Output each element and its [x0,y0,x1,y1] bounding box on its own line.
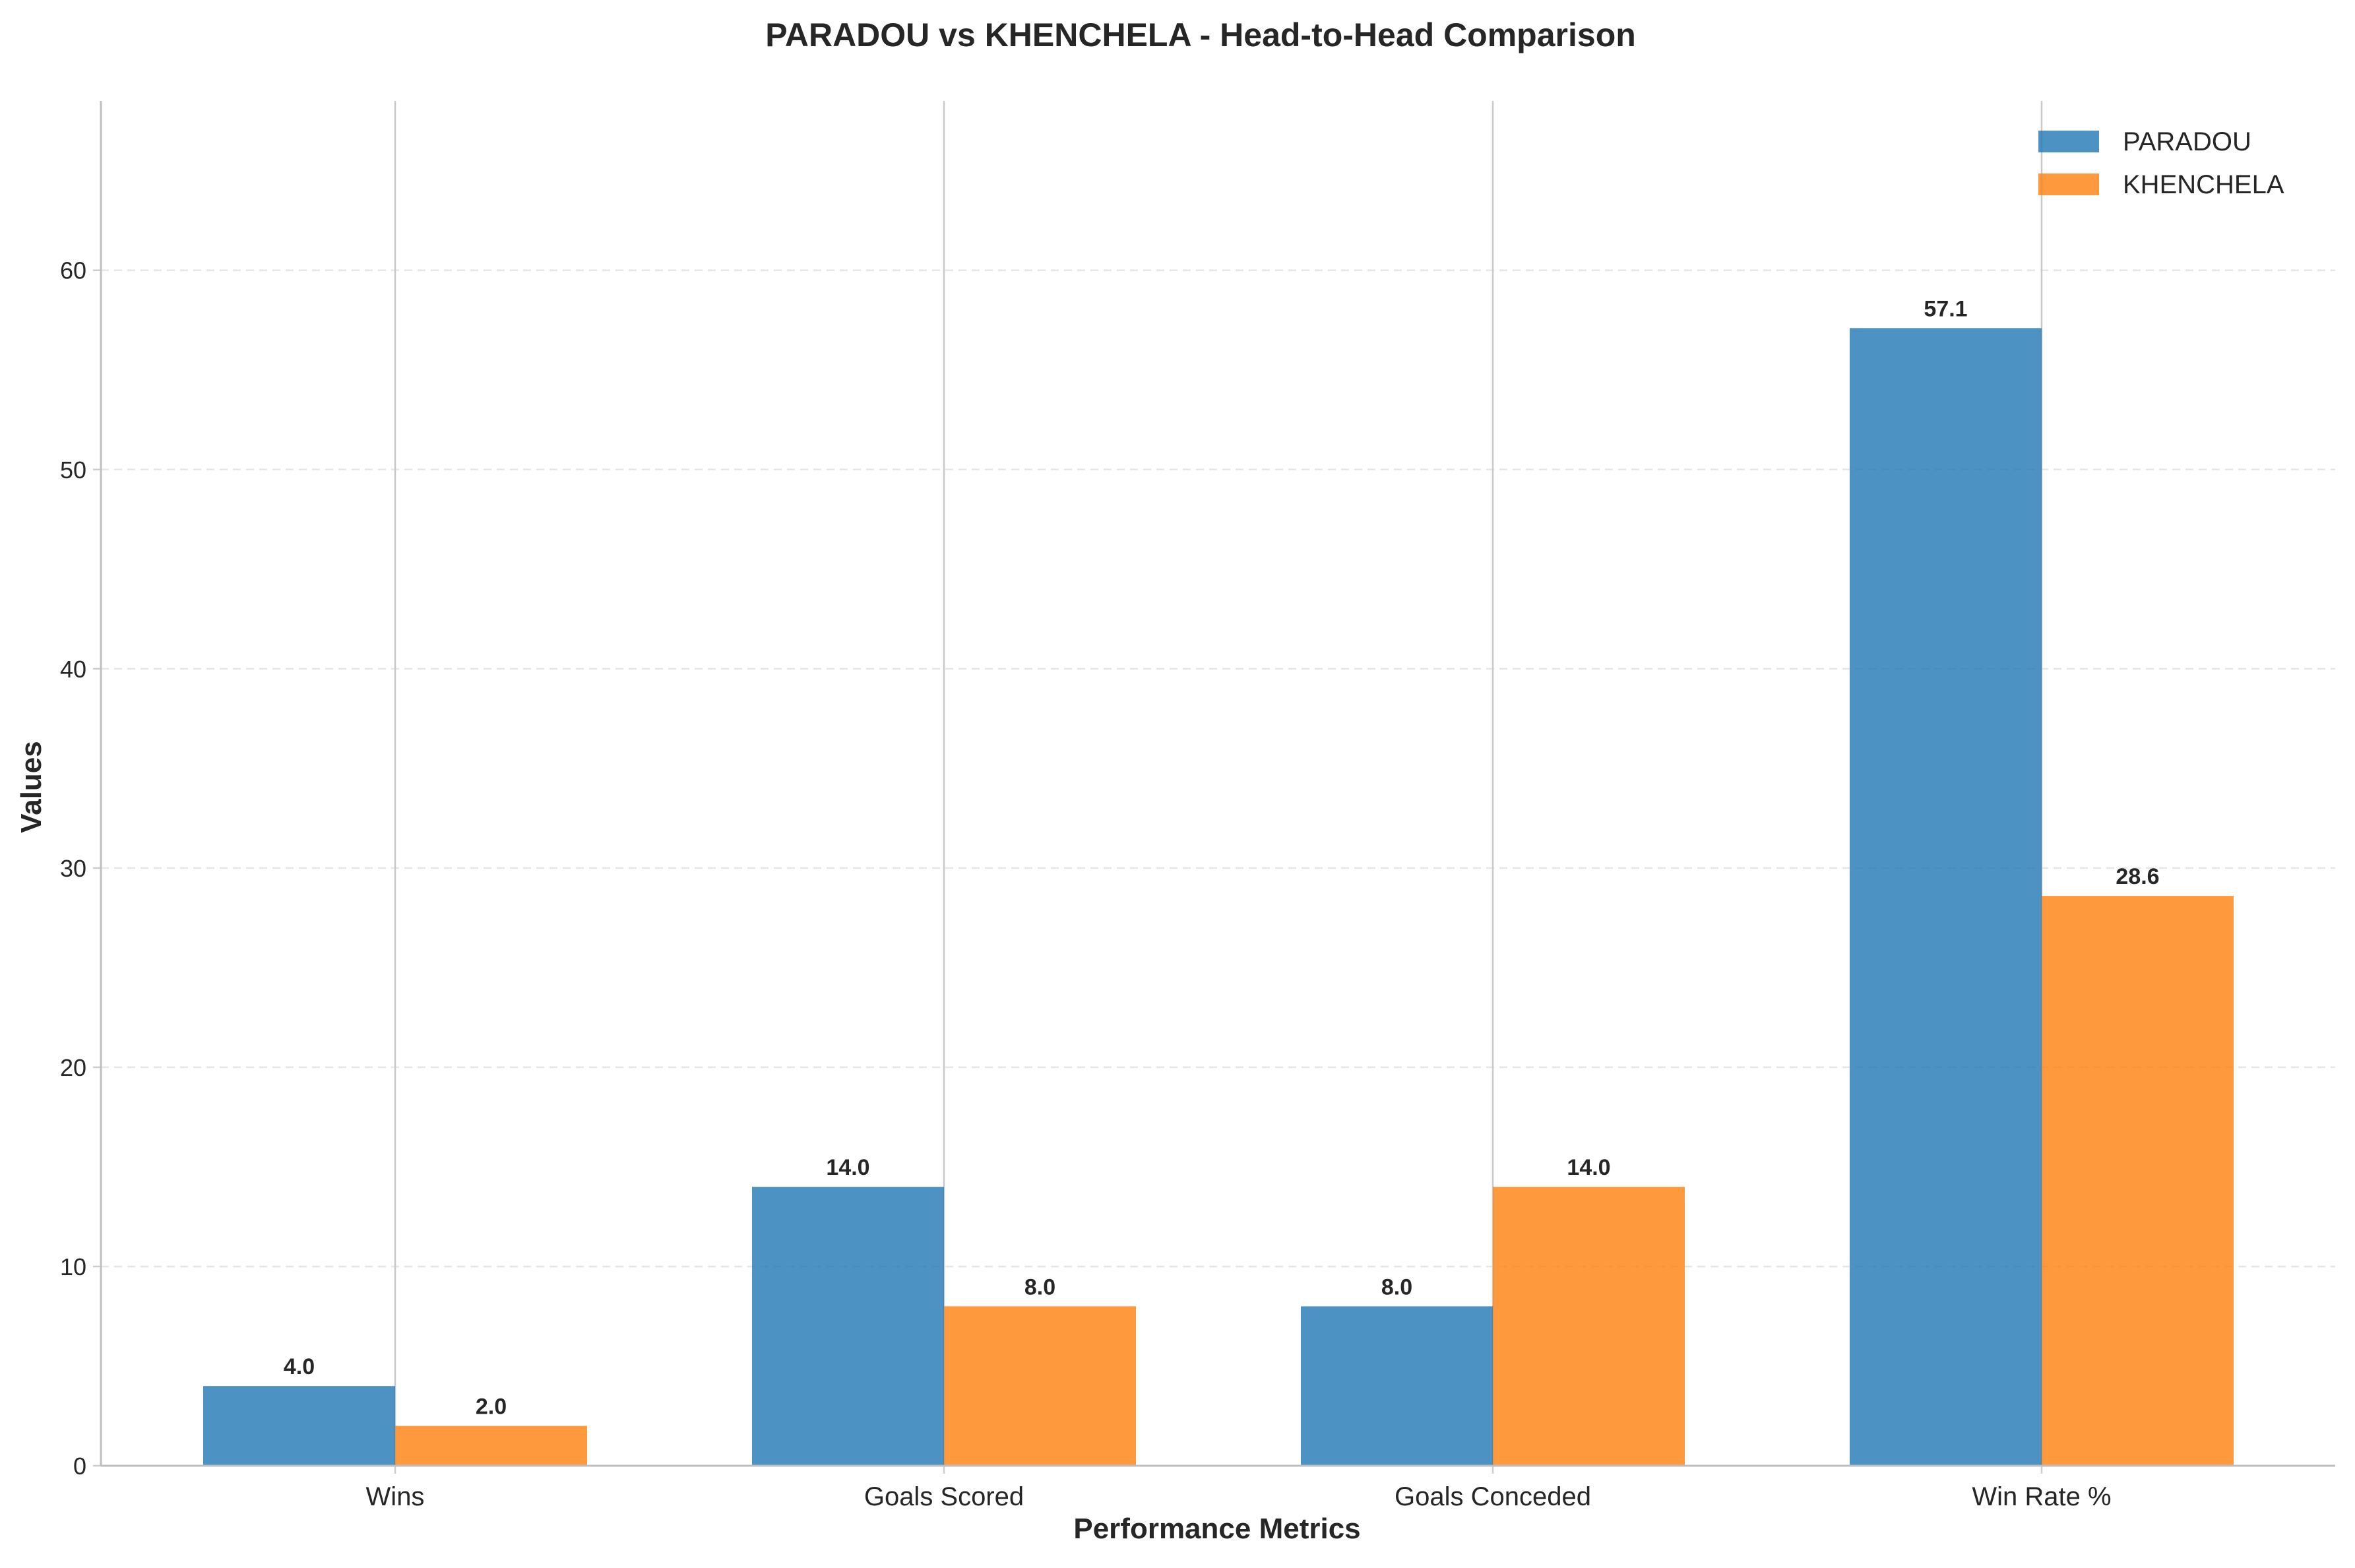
legend-label-khenchela: KHENCHELA [2123,170,2284,199]
x-tick-label: Wins [366,1482,425,1511]
x-tick-label: Goals Conceded [1395,1482,1591,1511]
y-tick-label: 10 [60,1253,86,1280]
bar-khenchela-4 [2042,896,2234,1466]
y-tick-label: 30 [60,855,86,882]
legend: PARADOU KHENCHELA [2038,127,2284,199]
axes-layer [93,101,2335,1474]
x-tick-label: Win Rate % [1972,1482,2111,1511]
legend-swatch-khenchela [2038,173,2099,195]
bar-value-label: 57.1 [1924,296,1967,321]
bar-paradou-3 [1301,1306,1493,1466]
bar-paradou-1 [203,1386,395,1466]
y-tick-label: 20 [60,1054,86,1081]
bar-khenchela-3 [1493,1187,1685,1466]
legend-label-paradou: PARADOU [2123,127,2251,156]
y-axis-label: Values [15,741,47,832]
chart-title: PARADOU vs KHENCHELA - Head-to-Head Comp… [765,16,1636,53]
x-tick-label: Goals Scored [864,1482,1024,1511]
y-tick-label: 50 [60,456,86,484]
bars-layer [203,328,2234,1466]
bar-khenchela-1 [395,1426,587,1466]
labels-layer: 0 10 20 30 40 50 60 4.0 2.0 Wins 14.0 8.0 Goals Scor… [60,257,2160,1511]
bar-value-label: 8.0 [1381,1274,1412,1300]
bar-paradou-2 [752,1187,944,1466]
y-tick-label: 40 [60,656,86,683]
bar-paradou-4 [1850,328,2042,1466]
y-tick-label: 60 [60,257,86,284]
bar-value-label: 28.6 [2116,864,2159,889]
bar-value-label: 4.0 [284,1354,315,1379]
bar-khenchela-2 [944,1306,1136,1466]
x-axis-label: Performance Metrics [1073,1513,1360,1545]
legend-swatch-paradou [2038,131,2099,152]
bar-value-label: 2.0 [476,1395,507,1420]
bar-value-label: 14.0 [1567,1155,1610,1180]
bar-value-label: 8.0 [1024,1274,1055,1300]
y-tick-label: 0 [73,1453,86,1480]
bar-value-label: 14.0 [826,1155,869,1180]
